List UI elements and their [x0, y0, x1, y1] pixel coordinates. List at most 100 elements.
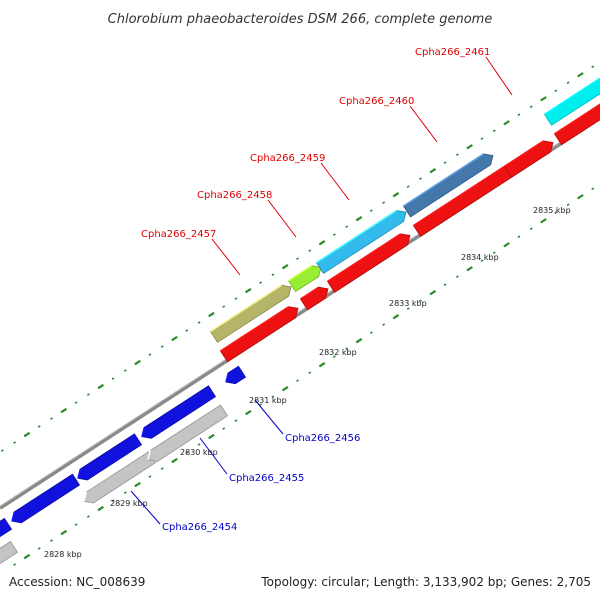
gene-label-Cpha266_2457[interactable]: Cpha266_2457: [141, 229, 216, 240]
tick-mark: [60, 407, 68, 414]
tick-mark: [123, 491, 127, 494]
gene-highlight: [220, 306, 290, 352]
gene-label-Cpha266_2459[interactable]: Cpha266_2459: [250, 153, 325, 164]
labeled-gene-Cpha266_2457: [209, 284, 292, 343]
tick-mark: [160, 345, 164, 348]
tick-mark: [37, 425, 41, 428]
tick-mark: [429, 167, 437, 174]
tick-mark: [406, 185, 410, 188]
callout-line: [409, 105, 438, 143]
tick-mark: [503, 242, 510, 248]
gene-label-Cpha266_2458[interactable]: Cpha266_2458: [197, 190, 272, 201]
tick-mark: [245, 409, 252, 416]
tick-mark: [148, 475, 152, 478]
tick-mark: [123, 369, 127, 372]
gene-label-Cpha266_2456[interactable]: Cpha266_2456: [285, 433, 360, 444]
gene-label-Cpha266_2461[interactable]: Cpha266_2461: [415, 47, 490, 58]
gene-highlight: [544, 77, 600, 116]
reverse-gene-blue: [0, 517, 13, 538]
gene-highlight: [288, 265, 313, 282]
gene-label-Cpha266_2460[interactable]: Cpha266_2460: [339, 96, 414, 107]
kbp-label: 2833 kbp: [389, 299, 427, 308]
callout-line: [485, 56, 513, 96]
gene-highlight: [210, 284, 283, 333]
reverse-gene-blue: [77, 433, 143, 481]
gene-body: [11, 473, 81, 524]
tick-mark: [318, 361, 326, 368]
tick-mark: [308, 371, 312, 374]
reverse-gene-grey: [0, 540, 19, 565]
tick-mark: [429, 289, 437, 296]
callout-line: [254, 399, 284, 435]
tick-mark: [259, 403, 263, 406]
tick-mark: [271, 395, 275, 398]
gene-body: [0, 517, 13, 538]
tick-mark: [419, 299, 422, 302]
tick-mark: [318, 239, 326, 246]
tick-mark: [97, 505, 104, 512]
gene-body: [0, 540, 19, 565]
forward-gene-red: [219, 306, 299, 363]
callout-line: [130, 490, 161, 525]
reverse-gene-blue: [11, 473, 81, 524]
tick-mark: [517, 235, 521, 239]
tick-mark: [591, 65, 595, 69]
tick-mark: [308, 249, 312, 252]
gene-features: [0, 77, 600, 565]
tick-mark: [245, 287, 252, 294]
tick-mark: [455, 275, 459, 278]
tick-mark: [234, 297, 238, 300]
tick-mark: [492, 251, 496, 255]
tick-mark: [529, 105, 533, 109]
gene-body: [503, 140, 554, 178]
tick-mark: [23, 553, 31, 560]
tick-mark: [345, 225, 349, 228]
tick-mark: [517, 113, 521, 117]
reverse-gene-blue: [225, 365, 247, 385]
tick-mark: [369, 209, 373, 212]
tick-mark: [406, 307, 410, 310]
tick-mark: [577, 194, 584, 200]
tick-mark: [345, 347, 349, 350]
tick-mark: [480, 137, 484, 141]
tick-mark: [50, 539, 53, 542]
tick-mark: [50, 417, 53, 420]
gene-highlight: [141, 427, 146, 437]
tick-mark: [234, 419, 238, 422]
tick-mark: [296, 257, 299, 260]
tick-mark: [443, 283, 447, 286]
gene-highlight: [327, 233, 402, 283]
gene-highlight: [77, 468, 82, 479]
tick-mark: [185, 329, 189, 332]
tick-mark: [455, 153, 459, 156]
gene-label-Cpha266_2454[interactable]: Cpha266_2454: [162, 522, 237, 533]
tick-mark: [13, 563, 17, 566]
tick-mark: [74, 401, 78, 404]
tick-mark: [554, 89, 558, 93]
tick-mark: [382, 323, 386, 326]
tick-mark: [566, 81, 570, 85]
kbp-label: 2828 kbp: [44, 550, 82, 559]
accession-label: Accession: NC_008639: [9, 575, 145, 589]
forward-gene-red: [299, 286, 329, 311]
tick-mark: [332, 233, 336, 236]
labeled-gene-Cpha266_2461: [543, 77, 600, 126]
tick-mark: [554, 211, 558, 215]
gene-highlight: [504, 140, 545, 168]
labeled-gene-Cpha266_2460: [402, 153, 494, 218]
kbp-label: 2830 kbp: [180, 448, 218, 457]
tick-mark: [208, 433, 215, 440]
reverse-gene-blue: [141, 385, 217, 439]
kbp-label: 2832 kbp: [319, 348, 357, 357]
callout-line: [267, 199, 297, 238]
lower-tick-row: [13, 187, 595, 566]
gene-highlight: [225, 372, 230, 383]
tick-mark: [419, 177, 422, 180]
tick-marks: [0, 65, 595, 566]
tick-mark: [74, 523, 78, 526]
gene-label-Cpha266_2455[interactable]: Cpha266_2455: [229, 473, 304, 484]
tick-mark: [443, 161, 447, 164]
forward-gene-red: [503, 140, 554, 178]
tick-mark: [86, 515, 90, 518]
